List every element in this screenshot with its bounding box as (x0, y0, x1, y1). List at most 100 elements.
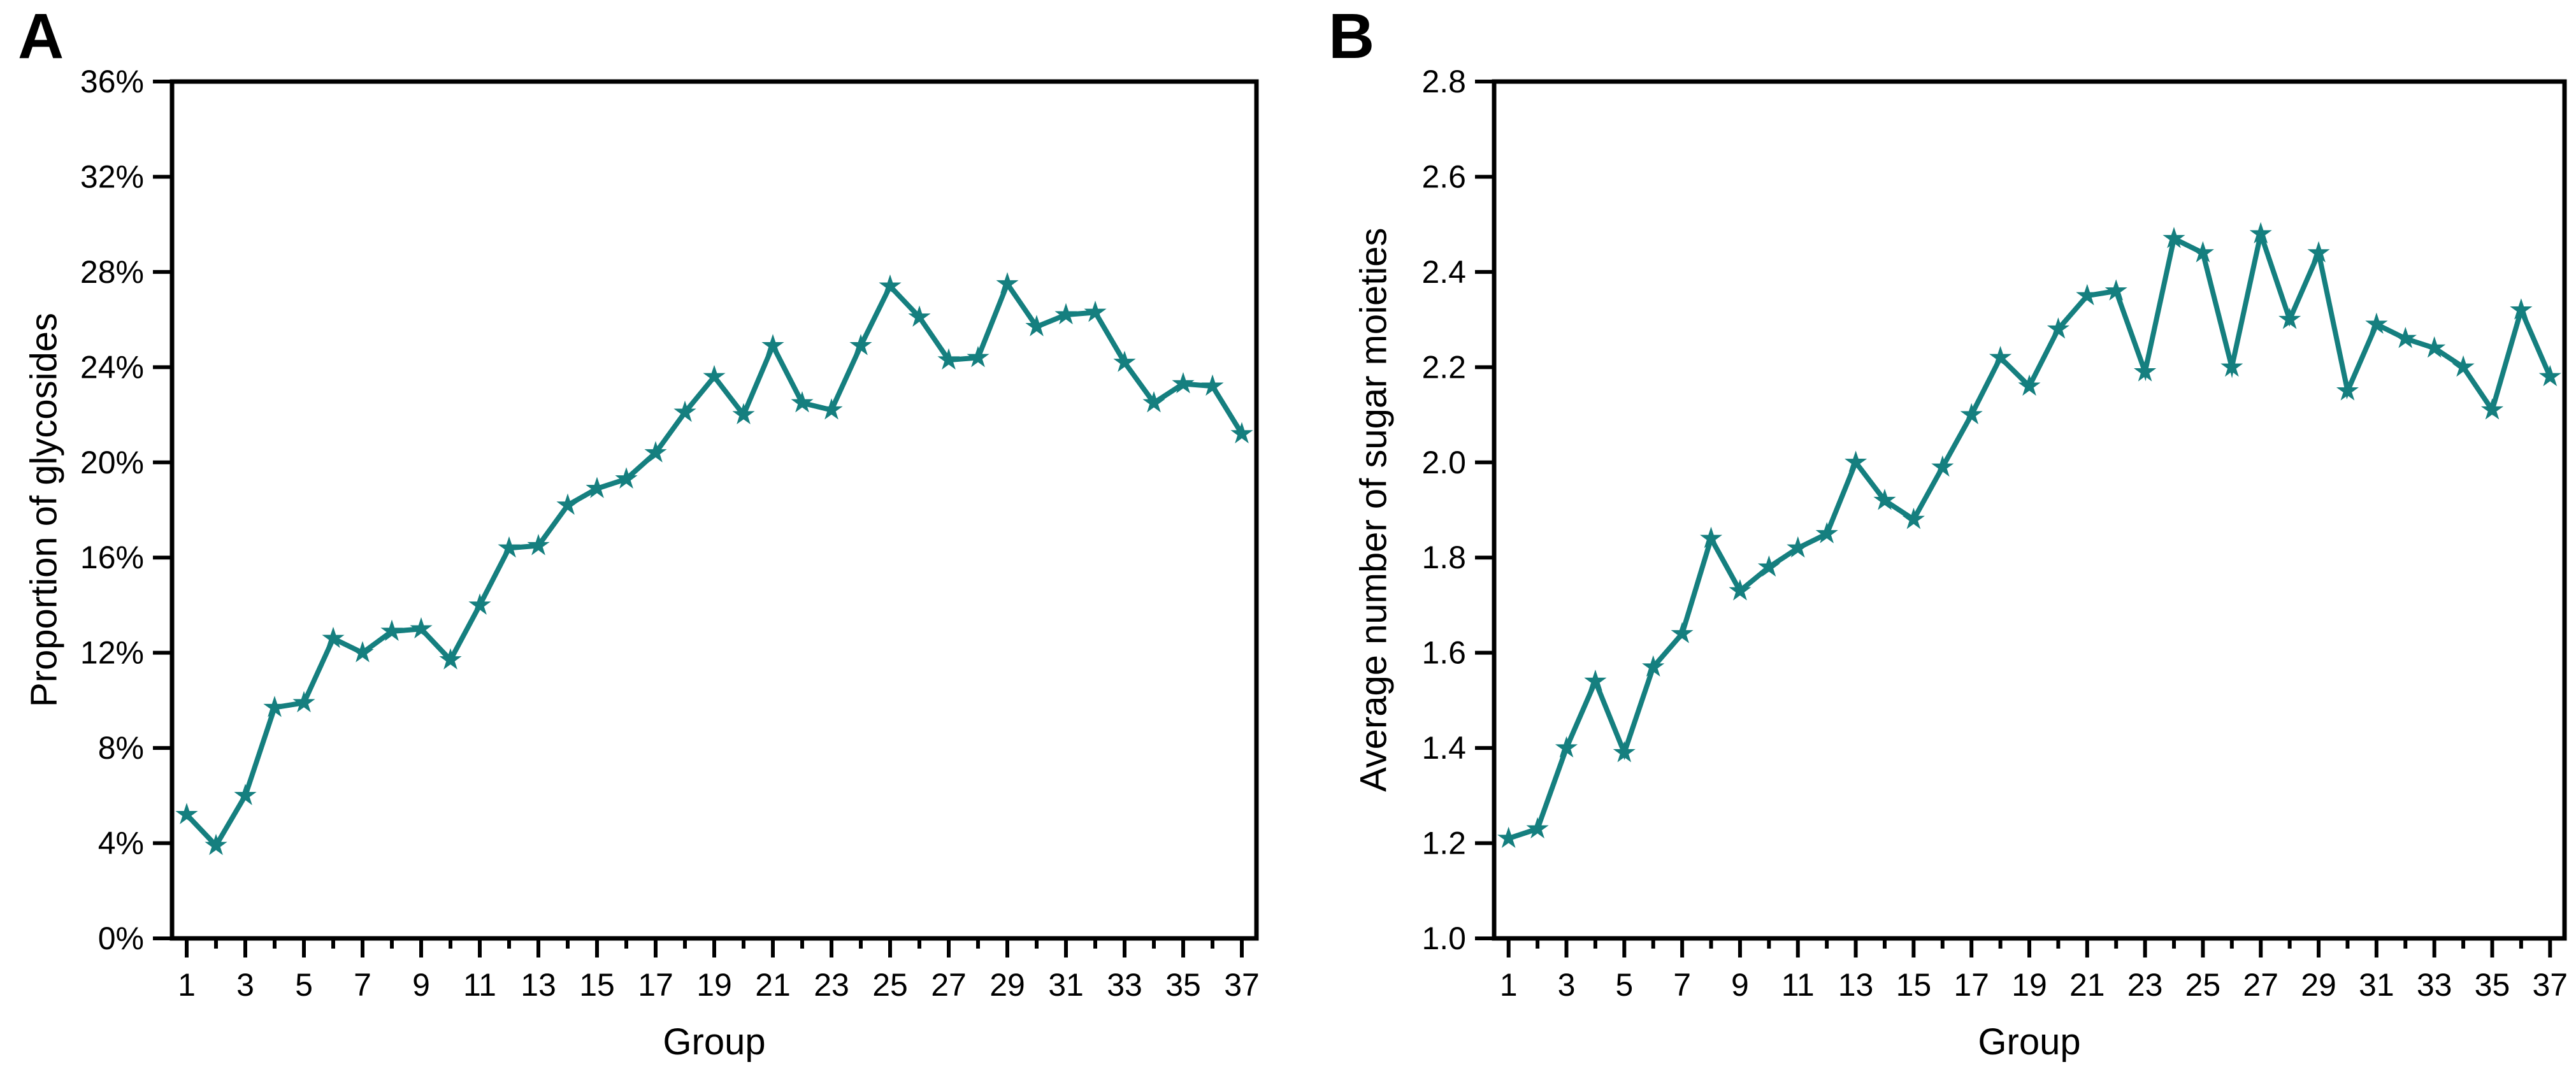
data-point-marker (1960, 403, 1983, 425)
y-axis-tick-label: 2.6 (1421, 159, 1466, 194)
x-axis-tick-label: 21 (755, 967, 791, 1003)
data-point-marker (1054, 303, 1077, 325)
data-point-marker (410, 617, 433, 639)
data-point-marker (967, 345, 989, 368)
x-axis-tick-label: 27 (2243, 967, 2278, 1003)
data-point-marker (205, 833, 227, 856)
panel-b-label: B (1328, 1, 1375, 72)
x-axis-tick-label: 5 (295, 967, 313, 1003)
x-axis-tick-label: 35 (2475, 967, 2510, 1003)
y-axis-tick-label: 2.0 (1421, 445, 1466, 480)
data-point-marker (2365, 312, 2388, 334)
y-axis-tick-label: 8% (98, 730, 144, 766)
data-point-marker (498, 536, 521, 558)
data-point-marker (2162, 227, 2185, 248)
data-point-marker (1931, 455, 1954, 477)
y-axis-tick-label: 16% (80, 540, 144, 575)
data-point-marker (1902, 507, 1925, 529)
data-point-marker (586, 477, 608, 498)
data-point-marker (1671, 622, 1694, 643)
data-point-marker (1642, 655, 1665, 677)
x-axis-tick-label: 5 (1615, 967, 1633, 1003)
data-point-marker (527, 534, 550, 556)
data-point-marker (849, 334, 872, 355)
y-axis-tick-label: 24% (80, 349, 144, 385)
data-point-marker (2133, 360, 2157, 382)
panel-a-chart-canvas: 0%4%8%12%16%20%24%28%32%36%1 3 5 7 9 11 13 15 17… (80, 64, 1260, 1003)
data-point-marker (879, 274, 902, 296)
x-axis-tick-label: 19 (696, 967, 732, 1003)
panel-b-chart-canvas: 1.01.21.41.61.82.02.22.42.62.81 3 5 7 9 11 13 1… (1421, 64, 2568, 1003)
data-point-marker (2452, 355, 2475, 377)
data-point-marker (2047, 317, 2069, 339)
data-point-marker (2423, 336, 2446, 358)
data-point-marker (2538, 364, 2561, 387)
data-point-marker (1873, 489, 1896, 510)
data-point-marker (2307, 241, 2330, 262)
data-point-marker (644, 441, 667, 463)
x-axis-tick-label: 23 (814, 967, 849, 1003)
data-point-marker (1526, 817, 1549, 839)
data-point-marker (2480, 398, 2504, 420)
y-axis-tick-label: 1.0 (1421, 921, 1466, 956)
x-axis-tick-label: 11 (463, 967, 496, 1003)
data-point-marker (937, 348, 960, 370)
x-axis-tick-label: 17 (1954, 967, 1989, 1003)
data-point-marker (2510, 298, 2533, 320)
data-point-marker (732, 403, 755, 425)
panel-b-x-axis-title: Group (1978, 1021, 2081, 1063)
data-point-marker (2249, 222, 2272, 244)
panel-a-x-axis-title: Group (663, 1021, 766, 1063)
data-point-marker (234, 784, 257, 805)
data-point-marker (2105, 279, 2127, 301)
data-point-marker (175, 803, 198, 824)
x-axis-tick-label: 1 (178, 967, 196, 1003)
data-point-marker (263, 696, 286, 717)
data-point-marker (556, 493, 579, 515)
y-axis-tick-label: 20% (80, 445, 144, 480)
y-axis-tick-label: 1.4 (1421, 730, 1466, 766)
data-point-marker (292, 691, 315, 713)
panel-b: 1.0 1.2 1.4 1.6 1.8 2.0 2.2 2.4 2.6 2.8 1 3 5 7 9 11 13 1… (1288, 0, 2576, 1083)
data-point-marker (439, 648, 462, 670)
data-point-marker (820, 398, 843, 420)
data-point-marker (1555, 736, 1578, 758)
x-axis-tick-label: 29 (989, 967, 1025, 1003)
data-point-marker (1172, 372, 1195, 394)
x-axis-tick-label: 21 (2069, 967, 2105, 1003)
x-axis-tick-label: 13 (521, 967, 556, 1003)
data-point-marker (615, 467, 638, 489)
data-point-marker (1201, 374, 1224, 396)
x-axis-tick-label: 35 (1165, 967, 1201, 1003)
y-axis-tick-label: 32% (80, 159, 144, 194)
data-point-marker (2076, 283, 2099, 306)
x-axis-tick-label: 15 (1896, 967, 1932, 1003)
data-point-marker (468, 593, 491, 615)
data-point-marker (2336, 379, 2359, 401)
data-point-marker (1989, 345, 2012, 368)
y-axis-tick-label: 2.4 (1421, 254, 1466, 290)
data-point-marker (2191, 241, 2214, 262)
panel-b-y-axis-title: Average number of sugar moieties (1353, 227, 1395, 793)
x-axis-tick-label: 7 (354, 967, 371, 1003)
data-point-marker (791, 391, 814, 413)
x-axis-tick-label: 13 (1838, 967, 1874, 1003)
data-point-marker (1700, 526, 1723, 549)
data-point-marker (322, 626, 345, 649)
y-axis-tick-label: 0% (98, 921, 144, 956)
data-point-marker (1230, 422, 1253, 443)
data-point-marker (1497, 826, 1520, 849)
x-axis-tick-label: 37 (2532, 967, 2568, 1003)
x-axis-tick-label: 33 (1107, 967, 1142, 1003)
data-point-marker (2018, 374, 2041, 396)
x-axis-tick-label: 15 (579, 967, 615, 1003)
x-axis-tick-label: 17 (638, 967, 673, 1003)
x-axis-tick-label: 33 (2417, 967, 2452, 1003)
x-axis-tick-label: 3 (1558, 967, 1576, 1003)
panel-a-label: A (18, 1, 64, 72)
x-axis-tick-label: 29 (2301, 967, 2336, 1003)
x-axis-tick-label: 9 (412, 967, 430, 1003)
y-axis-tick-label: 1.2 (1421, 826, 1466, 861)
data-point-marker (351, 641, 374, 663)
data-point-marker (1787, 536, 1810, 558)
